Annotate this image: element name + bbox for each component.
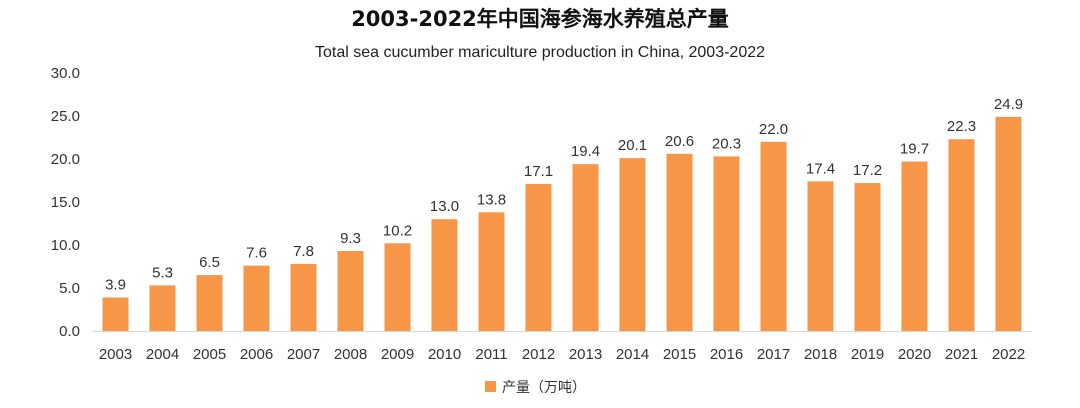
bar-2015: [666, 153, 693, 331]
x-tick-label-2006: 2006: [240, 346, 273, 363]
bar-2019: [854, 183, 881, 331]
bar-value-label-2003: 3.9: [105, 276, 126, 293]
x-tick-label-2008: 2008: [334, 346, 367, 363]
bar-2018: [807, 181, 834, 331]
x-tick-label-2004: 2004: [146, 346, 179, 363]
bar-value-label-2013: 19.4: [571, 143, 600, 160]
x-tick-label-2011: 2011: [475, 346, 507, 363]
bar-2010: [431, 219, 458, 331]
bar-2009: [384, 243, 411, 331]
bar-value-label-2007: 7.8: [293, 243, 314, 260]
y-tick-label: 25.0: [51, 108, 80, 125]
x-tick-label-2014: 2014: [616, 346, 649, 363]
x-tick-label-2010: 2010: [428, 346, 461, 363]
bar-2013: [572, 164, 599, 331]
bar-value-label-2018: 17.4: [806, 160, 835, 177]
bar-2004: [149, 285, 176, 331]
bar-2008: [337, 251, 364, 331]
x-axis: 2003 2004 2005 2006 2007 2008 2009 2010 2011 2012…: [99, 346, 1025, 363]
legend: 产量（万吨）: [485, 380, 586, 396]
bar-value-label-2010: 13.0: [430, 198, 459, 215]
bar-2021: [948, 139, 975, 331]
bar-value-label-2021: 22.3: [947, 118, 976, 135]
y-tick-label: 5.0: [59, 280, 80, 297]
y-tick-label: 0.0: [59, 323, 80, 340]
bar-2017: [760, 141, 787, 331]
bar-value-labels: 3.9 5.3 6.5 7.6 7.8 9.3 10.2 13.0 13.8 17.1 19.4 20…: [105, 96, 1023, 294]
x-tick-label-2005: 2005: [193, 346, 226, 363]
bar-value-label-2014: 20.1: [618, 137, 647, 154]
legend-swatch: [485, 381, 496, 392]
bar-value-label-2008: 9.3: [340, 230, 361, 247]
bar-2007: [290, 263, 317, 331]
bar-2012: [525, 183, 552, 331]
legend-label: 产量（万吨）: [502, 380, 586, 396]
x-tick-label-2017: 2017: [757, 346, 790, 363]
x-tick-label-2013: 2013: [569, 346, 602, 363]
x-tick-label-2009: 2009: [381, 346, 414, 363]
x-tick-label-2015: 2015: [663, 346, 696, 363]
bar-2014: [619, 158, 646, 331]
y-axis: 0.0 5.0 10.0 15.0 20.0 25.0 30.0: [51, 65, 80, 340]
y-tick-label: 30.0: [51, 65, 80, 82]
bar-2003: [102, 297, 129, 331]
x-tick-label-2022: 2022: [992, 346, 1025, 363]
bar-2005: [196, 275, 223, 331]
x-tick-label-2003: 2003: [99, 346, 132, 363]
bar-2022: [995, 116, 1022, 331]
bar-value-label-2016: 20.3: [712, 135, 741, 152]
bar-value-label-2019: 17.2: [853, 162, 882, 179]
bar-value-label-2017: 22.0: [759, 121, 788, 138]
bars: [102, 116, 1022, 331]
bar-value-label-2022: 24.9: [994, 96, 1023, 113]
x-tick-label-2021: 2021: [945, 346, 978, 363]
chart-title: 2003-2022年中国海参海水养殖总产量: [351, 7, 729, 31]
y-tick-label: 15.0: [51, 194, 80, 211]
chart-subtitle: Total sea cucumber mariculture productio…: [315, 44, 765, 61]
y-tick-label: 10.0: [51, 237, 80, 254]
bar-value-label-2009: 10.2: [383, 222, 412, 239]
y-tick-label: 20.0: [51, 151, 80, 168]
x-tick-label-2020: 2020: [898, 346, 931, 363]
bar-value-label-2015: 20.6: [665, 133, 694, 150]
bar-2006: [243, 265, 270, 331]
x-tick-label-2007: 2007: [287, 346, 320, 363]
x-tick-label-2012: 2012: [522, 346, 555, 363]
x-tick-label-2016: 2016: [710, 346, 743, 363]
bar-value-label-2006: 7.6: [246, 245, 267, 262]
bar-value-label-2011: 13.8: [477, 191, 506, 208]
bar-value-label-2012: 17.1: [524, 163, 553, 180]
bar-2016: [713, 156, 740, 331]
bar-value-label-2005: 6.5: [199, 254, 220, 271]
bar-value-label-2020: 19.7: [900, 141, 929, 158]
x-tick-label-2018: 2018: [804, 346, 837, 363]
bar-value-label-2004: 5.3: [152, 264, 173, 281]
bar-2011: [478, 212, 505, 331]
bar-2020: [901, 161, 928, 331]
x-tick-label-2019: 2019: [851, 346, 884, 363]
